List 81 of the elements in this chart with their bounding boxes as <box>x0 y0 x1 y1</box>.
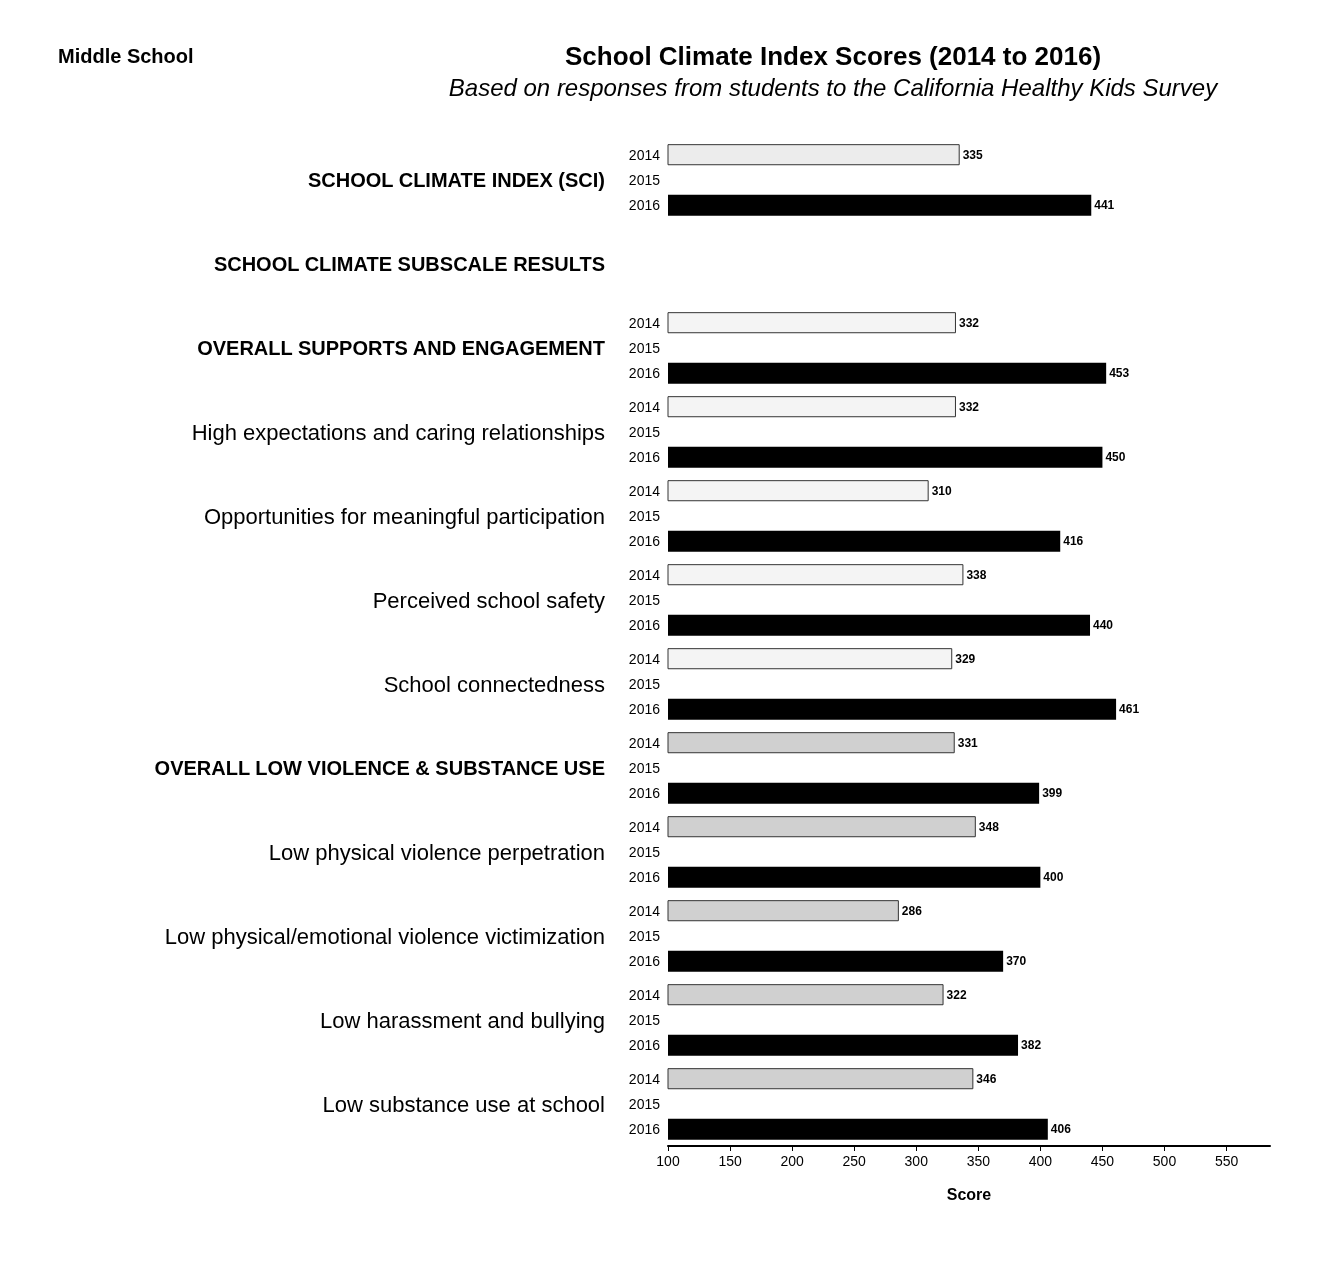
text: 2016 <box>628 533 660 550</box>
text: Middle School <box>58 45 194 67</box>
data-label: 400 <box>1043 870 1064 885</box>
text: 2015 <box>628 340 660 356</box>
text: 2014 <box>628 482 660 499</box>
text: 2015 <box>628 424 660 440</box>
y-tick-label: Opportunities for meaningful participation <box>203 503 605 529</box>
data-label: 399 <box>1042 786 1063 801</box>
text: 2016 <box>628 1037 660 1054</box>
data-label: 332 <box>958 315 980 330</box>
x-tick-label: 500 <box>1152 1153 1177 1169</box>
x-tick-label: 100 <box>656 1153 680 1169</box>
text: 2015 <box>628 676 660 692</box>
text: 2016 <box>628 953 660 970</box>
text: 2015 <box>628 592 660 608</box>
data-label: 382 <box>1021 1038 1042 1053</box>
text: 2014 <box>628 1070 660 1087</box>
series-label: 2016 <box>628 197 661 214</box>
data-label: 322 <box>946 987 967 1002</box>
text: 2015 <box>628 928 660 944</box>
text: 2016 <box>628 701 660 718</box>
text: 2014 <box>628 818 660 835</box>
x-tick-label: 350 <box>966 1153 991 1169</box>
y-tick-label: SCHOOL CLIMATE INDEX (SCI) <box>307 169 605 191</box>
data-label: 453 <box>1109 366 1130 381</box>
text: 2016 <box>628 785 660 802</box>
data-label: 416 <box>1063 534 1084 549</box>
text: 2015 <box>628 508 660 524</box>
text: 2016 <box>628 449 660 466</box>
text: 2014 <box>628 398 660 415</box>
y-tick-label: Low harassment and bullying <box>320 1007 605 1033</box>
x-tick-label: 300 <box>904 1153 929 1169</box>
text: 2015 <box>628 1096 660 1112</box>
data-label: 338 <box>966 567 987 582</box>
y-tick-label: High expectations and caring relationships <box>191 419 605 445</box>
text: 2014 <box>628 986 660 1003</box>
y-tick-label: OVERALL SUPPORTS AND ENGAGEMENT <box>197 337 605 359</box>
data-label: 331 <box>957 735 979 750</box>
chart-title: School Climate Index Scores (2014 to 2016) <box>564 41 1102 71</box>
y-tick-label: OVERALL LOW VIOLENCE & SUBSTANCE USE <box>154 757 605 779</box>
data-label: 406 <box>1050 1122 1072 1137</box>
text: 2015 <box>628 844 660 860</box>
data-label: 440 <box>1093 618 1114 633</box>
data-label: 348 <box>978 819 1000 834</box>
data-label: 329 <box>955 651 976 666</box>
data-label: 335 <box>962 147 984 162</box>
x-tick-label: 250 <box>842 1153 867 1169</box>
text: 2016 <box>628 365 660 382</box>
series-label: 2014 <box>628 146 661 163</box>
text: 2014 <box>628 650 660 667</box>
data-label: 450 <box>1105 450 1126 465</box>
data-label: 332 <box>958 399 980 414</box>
data-label: 286 <box>901 903 923 918</box>
data-label: 441 <box>1094 198 1115 213</box>
y-tick-label: School connectedness <box>383 671 605 697</box>
y-tick-label: Low physical violence perpetration <box>268 839 605 865</box>
text: 2015 <box>628 760 660 776</box>
x-tick-label: 150 <box>718 1153 742 1169</box>
text: 2016 <box>628 1121 660 1138</box>
chart-subtitle: Based on responses from students to the California Healthy Kids Survey <box>448 73 1220 101</box>
y-tick-label: Low physical/emotional violence victimization <box>164 923 605 949</box>
data-label: 346 <box>976 1071 997 1086</box>
y-tick-label: Low substance use at school <box>322 1091 605 1117</box>
y-tick-label: SCHOOL CLIMATE SUBSCALE RESULTS <box>213 253 605 275</box>
data-label: 310 <box>931 483 953 498</box>
text: 2014 <box>628 566 660 583</box>
y-tick-label: Perceived school safety <box>372 587 605 613</box>
x-tick-label: 400 <box>1028 1153 1053 1169</box>
text: 2016 <box>628 869 660 886</box>
text: 2016 <box>628 617 660 634</box>
x-tick-label: 450 <box>1090 1153 1115 1169</box>
text: 2015 <box>628 1012 660 1028</box>
text: 2014 <box>628 314 660 331</box>
data-label: 461 <box>1119 702 1140 717</box>
data-label: 370 <box>1006 954 1027 969</box>
text: 2015 <box>628 172 661 188</box>
x-tick-label: 550 <box>1214 1153 1239 1169</box>
text: 2014 <box>628 734 660 751</box>
x-axis-title: Score <box>946 1185 992 1203</box>
x-tick-label: 200 <box>780 1153 805 1169</box>
text: 2014 <box>628 902 660 919</box>
